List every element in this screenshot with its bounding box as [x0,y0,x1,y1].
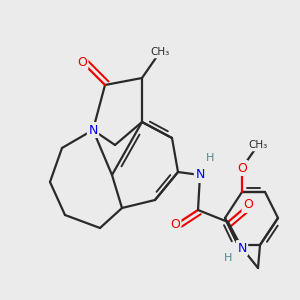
Text: H: H [224,253,232,263]
Text: O: O [77,56,87,68]
Text: CH₃: CH₃ [248,140,268,150]
Text: O: O [237,161,247,175]
Text: N: N [195,169,205,182]
Text: N: N [237,242,247,254]
Text: O: O [170,218,180,232]
Text: CH₃: CH₃ [150,47,170,57]
Text: H: H [206,153,214,163]
Text: N: N [88,124,98,136]
Text: O: O [243,199,253,212]
